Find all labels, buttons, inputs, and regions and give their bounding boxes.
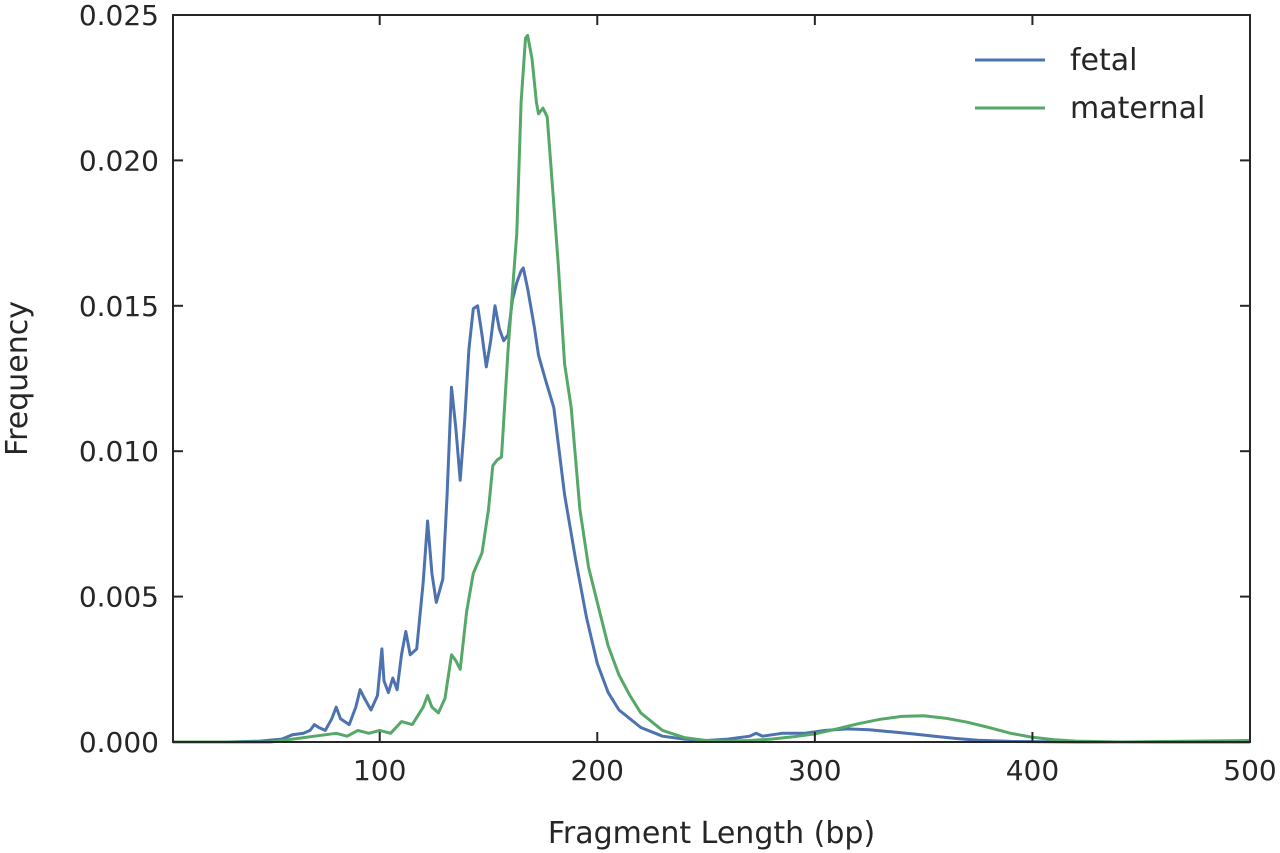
y-tick-label: 0.015 [79,290,159,323]
y-tick-label: 0.025 [79,0,159,32]
x-tick-label: 100 [353,754,406,787]
y-tick-label: 0.020 [79,144,159,177]
y-tick-label: 0.000 [79,726,159,759]
series-line-maternal [173,33,1251,744]
x-tick-label: 400 [1006,754,1059,787]
plot-frame [172,14,1251,743]
x-tick-label: 500 [1223,754,1276,787]
y-axis-label: Frequency [0,301,35,456]
plot-lines [173,33,1251,744]
legend: fetal maternal [975,43,1205,126]
x-tick-label: 300 [788,754,841,787]
y-tick-label: 0.005 [79,581,159,614]
series-line-fetal [173,266,1250,744]
y-tick-label: 0.010 [79,435,159,468]
x-tick-label: 200 [571,754,624,787]
legend-label-maternal: maternal [1070,91,1205,126]
ticks: 100 200 300 400 500 0.000 0.005 0.010 0.015 0.020… [79,0,1277,787]
x-axis-label: Fragment Length (bp) [548,816,875,851]
legend-label-fetal: fetal [1070,43,1138,78]
